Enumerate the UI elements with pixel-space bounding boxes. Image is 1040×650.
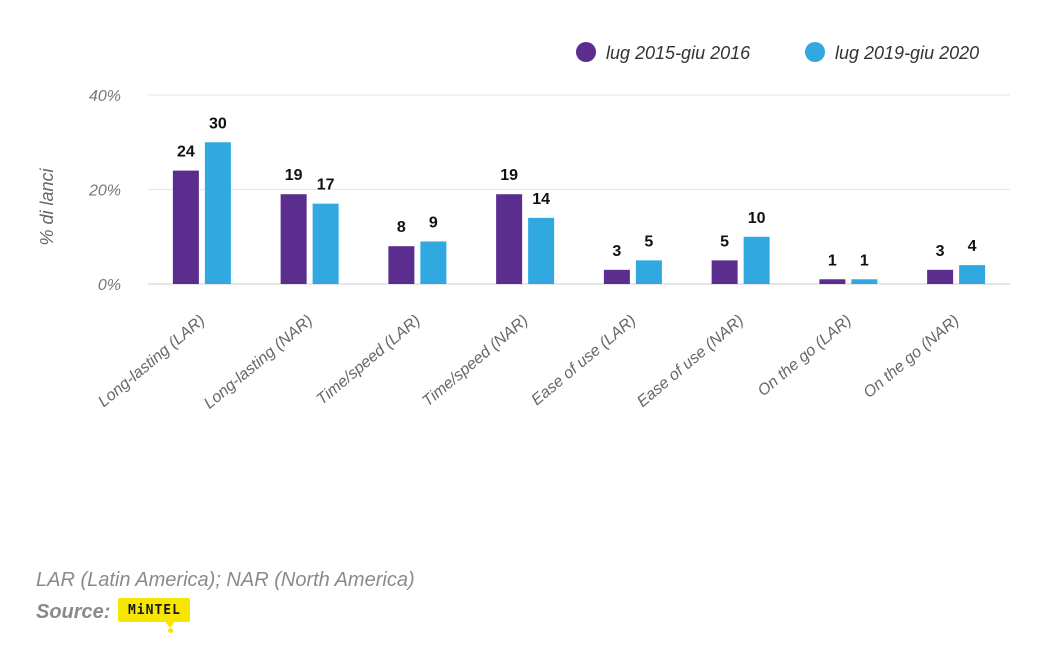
- gridlines: [148, 94, 1010, 285]
- data-label: 5: [644, 233, 653, 250]
- logo-box: MiNTEL: [118, 598, 191, 622]
- bar: [603, 269, 630, 284]
- bar: [743, 236, 770, 284]
- source-label: Source:: [36, 601, 111, 623]
- data-label: 8: [397, 219, 406, 236]
- data-label: 19: [285, 167, 303, 184]
- bar: [312, 203, 339, 284]
- x-tick-label: On the go (LAR): [755, 312, 855, 400]
- bar: [204, 142, 231, 284]
- bar: [280, 194, 307, 284]
- bar: [420, 241, 447, 284]
- footnote: LAR (Latin America); NAR (North America): [36, 569, 415, 591]
- logo-dot: [168, 628, 174, 633]
- x-tick-label: Long-lasting (LAR): [95, 312, 208, 411]
- bar: [635, 260, 662, 284]
- data-label: 9: [429, 214, 438, 231]
- bar: [711, 260, 738, 284]
- y-tick-label: 40%: [89, 88, 121, 105]
- y-axis: % di lanci 0% 20% 40%: [37, 88, 121, 294]
- data-label: 3: [612, 243, 621, 260]
- y-tick-label: 0%: [98, 277, 121, 294]
- data-label: 19: [500, 167, 518, 184]
- legend-label: lug 2019-giu 2020: [835, 43, 979, 63]
- legend-marker: [576, 42, 596, 62]
- x-tick-label: Time/speed (NAR): [419, 312, 531, 410]
- bars: [172, 142, 986, 284]
- data-label: 3: [936, 243, 945, 260]
- bar: [959, 265, 986, 284]
- x-tick-label: Time/speed (LAR): [314, 312, 424, 408]
- x-axis: Long-lasting (LAR)Long-lasting (NAR)Time…: [95, 312, 962, 412]
- source-row: Source: MiNTEL: [36, 598, 191, 634]
- data-label: 17: [317, 177, 335, 194]
- y-axis-label: % di lanci: [37, 167, 57, 245]
- x-tick-label: Ease of use (NAR): [634, 312, 747, 411]
- data-label: 24: [177, 144, 195, 161]
- logo-tail: [164, 620, 177, 628]
- x-tick-label: Long-lasting (NAR): [201, 312, 316, 412]
- bar: [496, 194, 523, 284]
- legend-marker: [805, 42, 825, 62]
- bar: [819, 279, 846, 284]
- legend: lug 2015-giu 2016 lug 2019-giu 2020: [576, 42, 979, 63]
- data-label: 14: [532, 191, 550, 208]
- bar: [927, 269, 954, 284]
- bar: [388, 246, 415, 284]
- data-label: 5: [720, 233, 729, 250]
- data-label: 30: [209, 115, 227, 132]
- bar: [528, 217, 555, 284]
- data-label: 10: [748, 210, 766, 227]
- x-tick-label: On the go (NAR): [860, 312, 962, 402]
- legend-label: lug 2015-giu 2016: [606, 43, 751, 63]
- logo-text: MiNTEL: [127, 602, 181, 618]
- bar-chart: lug 2015-giu 2016 lug 2019-giu 2020 % di …: [37, 42, 1010, 413]
- data-labels: 24 30 19 17 8 9 19 14 3 5 5 10 1 1 3 4: [177, 115, 977, 269]
- data-label: 1: [860, 252, 869, 269]
- bar: [851, 279, 878, 284]
- data-label: 1: [828, 252, 837, 269]
- y-tick-label: 20%: [88, 183, 121, 200]
- x-tick-label: Ease of use (LAR): [528, 312, 639, 409]
- data-label: 4: [968, 238, 977, 255]
- mintel-logo: MiNTEL: [118, 598, 191, 633]
- bar: [172, 170, 199, 284]
